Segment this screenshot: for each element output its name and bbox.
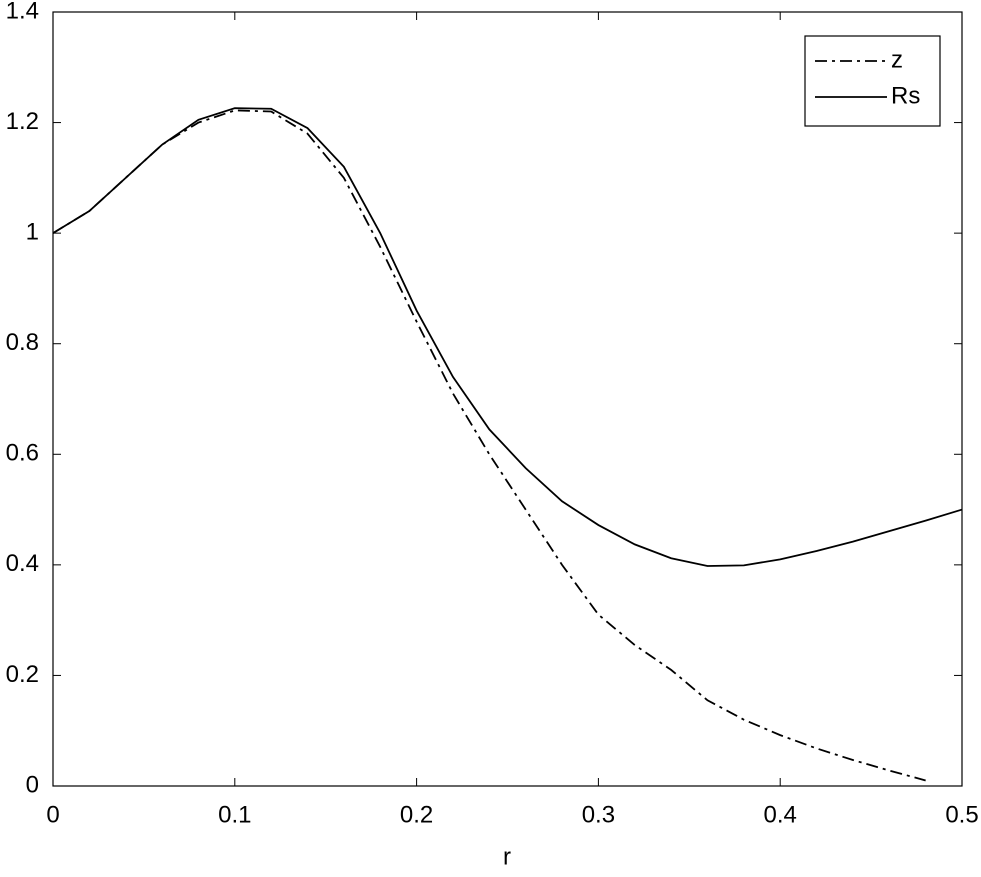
y-tick-label: 0.4 [6,550,39,577]
y-tick-label: 1.2 [6,108,39,135]
y-tick-label: 0.6 [6,440,39,467]
y-tick-label: 1.4 [6,0,39,24]
line-series [52,107,963,567]
x-tick-label: 0.1 [218,801,251,828]
y-tick-label: 0 [26,771,39,798]
plot-frame [52,11,963,787]
x-tick-label: 0.5 [945,801,978,828]
x-tick-label: 0.4 [764,801,797,828]
x-tick-label: 0 [46,801,59,828]
x-tick-label: 0.2 [400,801,433,828]
x-tick-label: 0.3 [582,801,615,828]
y-tick-label: 0.8 [6,329,39,356]
y-tick-label: 1 [26,218,39,245]
x-axis-label: r [503,843,511,870]
legend-box [804,35,941,127]
y-tick-label: 0.2 [6,661,39,688]
line-series [52,109,926,782]
legend-label: z [891,46,903,73]
legend-label: Rs [891,82,920,109]
